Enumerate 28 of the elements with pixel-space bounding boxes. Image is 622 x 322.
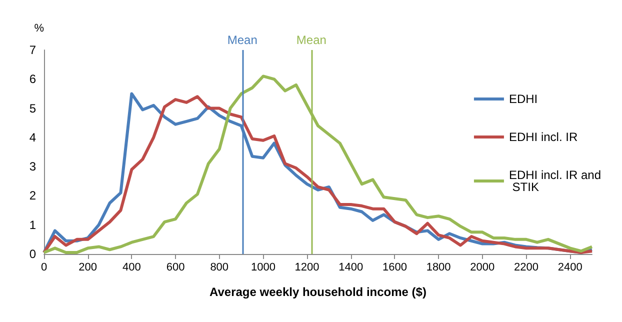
y-tick-label: 6 (29, 72, 36, 86)
x-tick-label: 1600 (382, 262, 407, 274)
y-tick-label: 4 (29, 130, 36, 144)
x-tick-label: 1800 (426, 262, 451, 274)
x-tick-label: 1200 (294, 262, 320, 274)
legend-label: EDHI incl. IR and STIK (508, 168, 602, 194)
y-axis-title: % (34, 22, 44, 34)
x-tick-label: 800 (210, 262, 229, 274)
x-tick-label: 200 (78, 262, 98, 274)
x-tick-label: 1000 (250, 262, 276, 274)
y-tick-label: 3 (29, 160, 36, 174)
x-tick-label: 400 (122, 262, 141, 274)
legend-label: EDHI (508, 92, 538, 106)
x-tick-label: 0 (40, 262, 48, 274)
ref-line-label: Mean (296, 33, 326, 47)
y-tick-label: 7 (29, 43, 36, 57)
ref-line-label: Mean (227, 33, 258, 47)
y-tick-label: 2 (29, 188, 36, 203)
y-tick-label: 1 (29, 218, 36, 232)
y-tick-label: 5 (29, 101, 36, 116)
x-tick-label: 2000 (470, 262, 495, 274)
x-axis-title: Average weekly household income ($) (210, 285, 426, 299)
x-tick-label: 1400 (338, 262, 364, 274)
legend-label: EDHI incl. IR (508, 130, 578, 144)
x-tick-label: 2400 (558, 262, 582, 274)
x-tick-label: 2200 (514, 262, 538, 274)
y-tick-label: 0 (29, 247, 36, 261)
x-tick-label: 600 (166, 262, 185, 274)
